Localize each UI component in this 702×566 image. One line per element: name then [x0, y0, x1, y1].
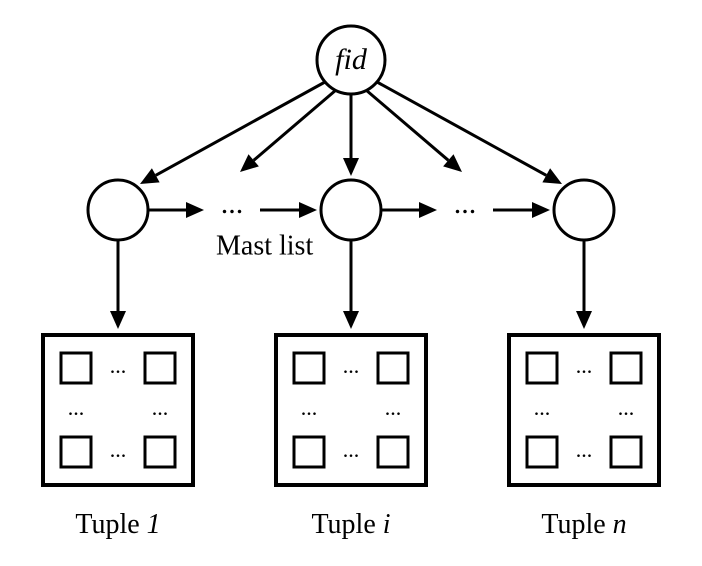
- arrow: [381, 202, 437, 218]
- ellipsis: ...: [68, 395, 85, 420]
- arrow: [576, 240, 592, 329]
- inner-box: [527, 353, 557, 383]
- root-label: fid: [335, 43, 368, 76]
- ellipsis: ...: [618, 395, 635, 420]
- inner-box: [61, 437, 91, 467]
- ellipsis: ...: [576, 353, 593, 378]
- tuple-box: ............ Tuple 1: [43, 335, 193, 540]
- arrow: [110, 240, 126, 329]
- inner-box: [145, 353, 175, 383]
- inner-box: [378, 353, 408, 383]
- ellipsis: ...: [110, 437, 127, 462]
- mid-node: [88, 180, 148, 240]
- arrow: [140, 82, 325, 184]
- tuple-label: Tuple 1: [75, 509, 160, 540]
- ellipsis: ...: [110, 353, 127, 378]
- inner-box: [611, 353, 641, 383]
- ellipsis: ...: [385, 395, 402, 420]
- ellipsis: ...: [152, 395, 169, 420]
- ellipsis: ...: [343, 437, 360, 462]
- ellipsis: ...: [343, 353, 360, 378]
- ellipsis: ...: [221, 187, 244, 220]
- diagram-canvas: fid...... Mast list............ Tuple 1...…: [0, 0, 702, 566]
- inner-box: [294, 353, 324, 383]
- tuple-label: Tuple i: [311, 509, 390, 540]
- inner-box: [378, 437, 408, 467]
- inner-box: [294, 437, 324, 467]
- ellipsis: ...: [454, 187, 477, 220]
- mid-node: [321, 180, 381, 240]
- arrow: [148, 202, 204, 218]
- arrow: [343, 94, 359, 176]
- arrow: [260, 202, 317, 218]
- arrow: [493, 202, 550, 218]
- inner-box: [611, 437, 641, 467]
- mast-list-label: Mast list: [216, 230, 313, 261]
- ellipsis: ...: [301, 395, 318, 420]
- inner-box: [527, 437, 557, 467]
- inner-box: [145, 437, 175, 467]
- tuple-box: ............ Tuple n: [509, 335, 659, 540]
- arrow: [343, 240, 359, 329]
- tuple-box: ............ Tuple i: [276, 335, 426, 540]
- tuple-label: Tuple n: [541, 509, 626, 540]
- inner-box: [61, 353, 91, 383]
- ellipsis: ...: [534, 395, 551, 420]
- mid-node: [554, 180, 614, 240]
- ellipsis: ...: [576, 437, 593, 462]
- arrow: [377, 82, 562, 184]
